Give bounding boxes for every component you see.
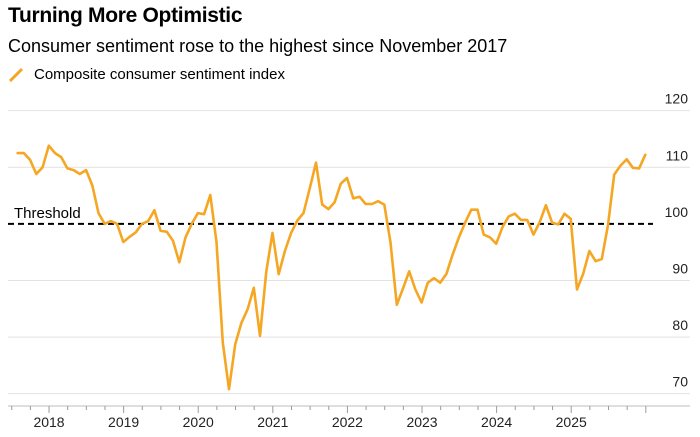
- legend-line-icon: [8, 67, 24, 82]
- chart-legend: Composite consumer sentiment index: [8, 66, 285, 83]
- y-tick-label: 110: [666, 147, 689, 163]
- legend-label: Composite consumer sentiment index: [34, 66, 285, 83]
- x-tick-label: 2023: [406, 414, 437, 430]
- series-line-composite-sentiment: [16, 144, 647, 391]
- x-tick-label: 2020: [183, 414, 214, 430]
- y-tick-label: 90: [672, 260, 688, 276]
- threshold-label: Threshold: [14, 205, 81, 222]
- y-tick-label: 80: [672, 317, 688, 333]
- chart-title: Turning More Optimistic: [8, 4, 243, 27]
- y-tick-label: 120: [665, 91, 689, 107]
- x-tick-label: 2025: [556, 414, 587, 430]
- x-tick-label: 2018: [33, 414, 64, 430]
- x-tick-label: 2019: [108, 414, 139, 430]
- y-tick-label: 100: [665, 204, 689, 220]
- x-tick-label: 2022: [332, 414, 363, 430]
- chart-subtitle: Consumer sentiment rose to the highest s…: [8, 36, 508, 56]
- x-tick-label: 2024: [481, 414, 512, 430]
- x-tick-label: 2021: [257, 414, 288, 430]
- y-tick-label: 70: [672, 374, 688, 390]
